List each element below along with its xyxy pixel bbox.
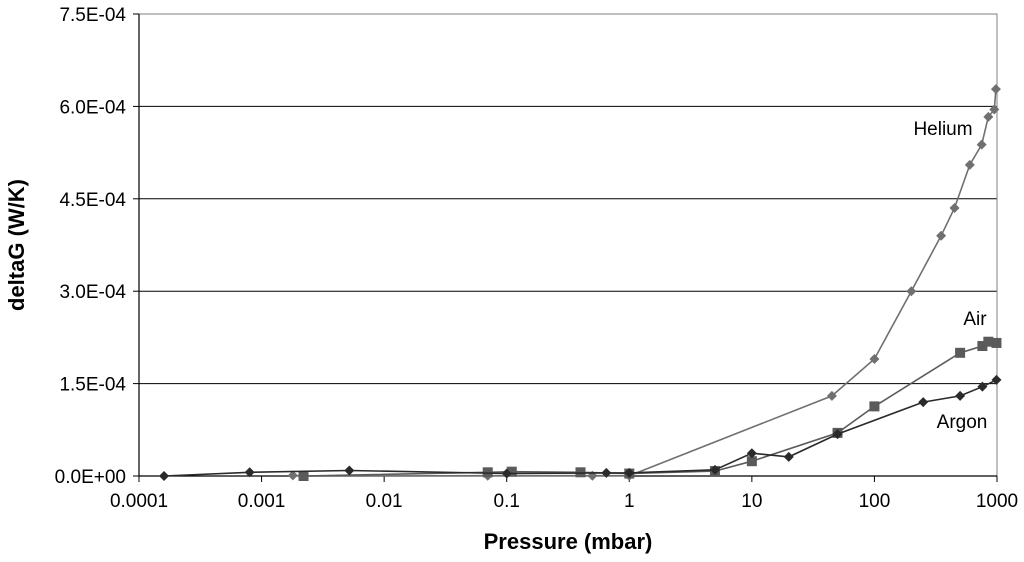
x-tick-label: 0.1 [494,491,520,512]
data-point-air [482,467,493,478]
data-point-helium [906,286,917,297]
data-point-argon [991,374,1002,385]
series-label-argon: Argon [937,412,988,433]
data-point-helium [936,230,947,241]
data-point-helium [826,390,837,401]
data-point-air [869,401,880,412]
data-point-argon [977,381,988,392]
series-argon [159,374,1002,481]
data-point-air [991,337,1002,348]
series-label-air: Air [963,309,987,330]
series-line-argon [163,379,997,477]
x-tick-label: 1 [624,491,635,512]
data-point-helium [964,159,975,170]
data-point-helium [990,84,1001,95]
y-tick-label: 4.5E-04 [59,190,126,211]
plot-area-border [138,13,998,477]
series-line-air [303,340,997,477]
data-point-argon [244,467,255,478]
x-tick-label: 1000 [976,491,1018,512]
y-tick-label: 6.0E-04 [59,97,126,118]
data-point-argon [159,471,170,481]
data-point-helium [287,470,298,481]
data-point-argon [709,464,720,475]
series-helium [287,84,1001,481]
data-point-argon [601,467,612,478]
data-point-argon [918,397,929,408]
data-point-air [955,347,966,358]
data-point-air [983,336,994,347]
y-tick-label: 0.0E+00 [55,467,126,488]
data-point-helium [869,353,880,364]
series-line-helium [292,89,997,477]
x-tick-label: 0.001 [238,491,286,512]
data-point-air [977,341,988,352]
data-point-air [746,456,757,467]
y-tick-label: 3.0E-04 [59,282,126,303]
series-air [298,336,1002,481]
data-point-argon [832,429,843,440]
y-tick-label: 1.5E-04 [59,375,126,396]
y-tick-label: 7.5E-04 [59,5,126,26]
x-tick-label: 0.01 [366,491,403,512]
data-point-helium [989,104,1000,115]
series-label-helium: Helium [913,119,972,140]
data-point-helium [983,111,994,122]
labels: 0.0E+00 1.5E-04 3.0E-04 4.5E-04 6.0E-04 7.5E-… [55,5,1018,512]
series-group [159,84,1002,481]
gridlines [139,13,997,385]
data-point-argon [501,468,512,479]
data-point-argon [624,467,635,478]
x-axis-title: Pressure (mbar) [484,529,653,554]
data-point-argon [955,390,966,401]
data-point-argon [746,448,757,459]
x-tick-label: 10 [741,491,762,512]
x-tick-label: 100 [859,491,891,512]
data-point-air [506,466,517,477]
data-point-air [298,471,309,481]
data-point-argon [344,465,355,476]
x-tick-label: 0.0001 [110,491,168,512]
data-point-helium [949,203,960,214]
data-point-helium [976,139,987,150]
data-point-argon [783,451,794,462]
y-axis-title: deltaG (W/K) [4,179,29,311]
